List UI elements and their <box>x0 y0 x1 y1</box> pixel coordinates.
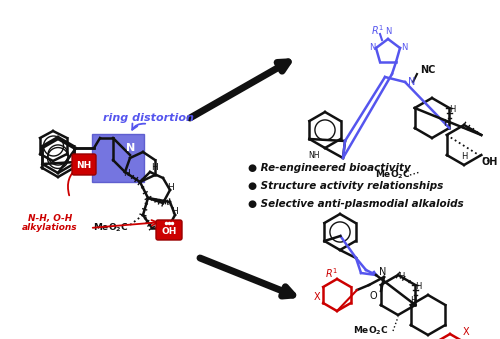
Text: alkylations: alkylations <box>22 222 78 232</box>
Text: N: N <box>385 27 391 36</box>
Text: X: X <box>314 292 320 302</box>
Text: $\mathbf{MeO_2C}$: $\mathbf{MeO_2C}$ <box>92 222 128 234</box>
Text: $\mathit{R}^1$: $\mathit{R}^1$ <box>372 23 384 37</box>
Text: H: H <box>172 207 178 217</box>
Text: H: H <box>152 163 158 173</box>
Text: H: H <box>166 183 173 193</box>
Text: OH: OH <box>162 226 176 236</box>
Text: N: N <box>379 267 386 277</box>
FancyBboxPatch shape <box>72 154 96 175</box>
Text: NC: NC <box>420 65 436 75</box>
Text: ● Selective anti-plasmodial alkaloids: ● Selective anti-plasmodial alkaloids <box>248 199 464 209</box>
FancyBboxPatch shape <box>92 134 144 182</box>
FancyBboxPatch shape <box>156 220 182 240</box>
Text: H: H <box>461 152 467 161</box>
Text: H: H <box>410 296 416 305</box>
Text: H: H <box>444 119 450 128</box>
Text: $\mathbf{MeO_2C}$: $\mathbf{MeO_2C}$ <box>352 325 388 337</box>
Text: N: N <box>126 143 136 153</box>
Text: N: N <box>408 77 416 87</box>
Text: ring distortion: ring distortion <box>102 113 194 123</box>
Text: OH: OH <box>482 157 498 167</box>
Text: O: O <box>369 291 377 301</box>
Text: H: H <box>416 282 422 291</box>
Text: H: H <box>398 272 404 281</box>
Text: $\mathit{R}^1$: $\mathit{R}^1$ <box>468 338 481 339</box>
Text: $\mathit{R}^1$: $\mathit{R}^1$ <box>326 266 338 280</box>
Text: ● Re-engineered bioactivity: ● Re-engineered bioactivity <box>248 163 411 173</box>
Text: ● Structure activity relationships: ● Structure activity relationships <box>248 181 444 191</box>
Text: NH: NH <box>308 151 320 160</box>
Text: N-H, O-H: N-H, O-H <box>28 214 72 222</box>
Text: H: H <box>450 105 456 114</box>
Text: N: N <box>368 43 375 53</box>
Text: NH: NH <box>76 160 92 170</box>
Text: $\mathbf{MeO_2C}$: $\mathbf{MeO_2C}$ <box>374 169 410 181</box>
Text: H: H <box>124 168 130 178</box>
Text: X: X <box>462 327 469 337</box>
Text: N: N <box>401 43 407 53</box>
